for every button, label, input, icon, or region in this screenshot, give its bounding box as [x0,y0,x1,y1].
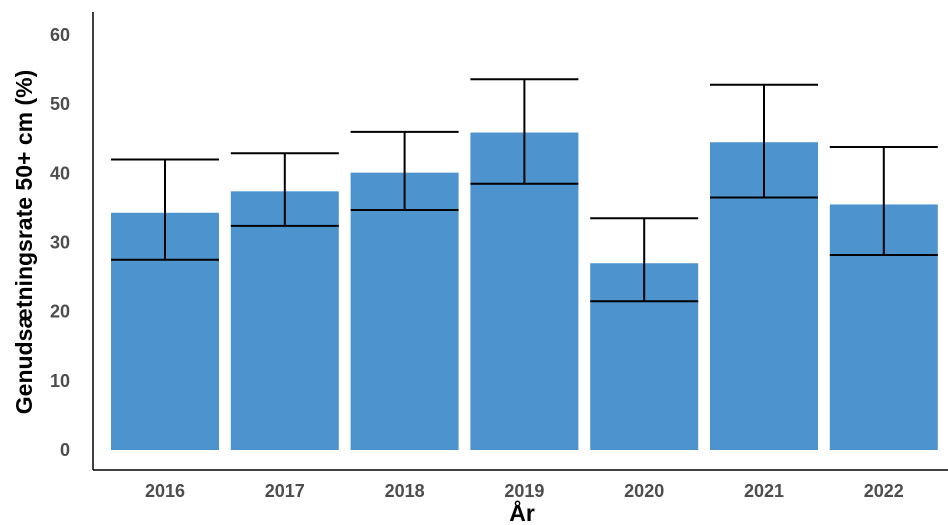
y-tick-label: 20 [50,302,70,322]
error-bars [111,78,938,303]
error-bar-2019 [470,78,579,185]
y-tick-label: 0 [60,440,70,460]
error-bar-2016 [111,158,219,261]
y-axis-ticks: 0 10 20 30 40 50 60 [50,25,70,460]
error-bar-2021 [710,83,818,199]
error-bar-2022 [829,146,938,256]
error-bar-2017 [230,152,339,227]
x-axis-ticks: 2016 2017 2018 2019 2020 2021 2022 [145,481,904,501]
y-tick-label: 40 [50,163,70,183]
bar-2017 [230,191,339,451]
x-tick-label: 2022 [864,481,904,501]
y-tick-label: 60 [50,25,70,45]
y-tick-label: 30 [50,233,70,253]
x-tick-label: 2016 [145,481,185,501]
y-tick-label: 50 [50,94,70,114]
x-tick-label: 2018 [385,481,425,501]
error-bar-2020 [590,217,699,303]
x-tick-label: 2019 [504,481,544,501]
x-tick-label: 2020 [624,481,664,501]
error-bar-2018 [350,130,459,211]
y-tick-label: 10 [50,371,70,391]
x-axis-title: År [509,499,535,525]
y-axis-title: Genudsætningsrate 50+ cm (%) [11,70,37,414]
x-tick-label: 2021 [744,481,784,501]
bar-2019 [470,132,579,450]
bars [111,132,938,451]
bar-2018 [350,172,459,450]
x-tick-label: 2017 [265,481,305,501]
